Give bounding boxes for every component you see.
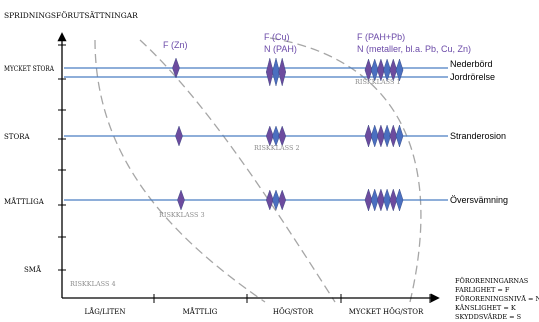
label-stranderosion: Stranderosion: [450, 131, 506, 141]
legend-line-1: FÖRORENINGARNAS: [455, 276, 528, 285]
diamond-marker-metaller-stranderosion: [364, 124, 373, 148]
y-label-stora: STORA: [4, 133, 30, 141]
label-jordrorelse: Jordrörelse: [450, 72, 495, 82]
x-axis-labels: LÅG/LITEN MÅTTLIG HÖG/STOR MYCKET HÖG/ST…: [85, 307, 424, 316]
x-label-mycket-hog: MYCKET HÖG/STOR: [349, 307, 424, 316]
riskklass-4-label: RISKKLASS 4: [70, 280, 116, 288]
legend-line-4: KÄNSLIGHET = K: [455, 303, 516, 312]
legend: FÖRORENINGARNAS FARLIGHET = F FÖRORENING…: [455, 276, 539, 321]
diamond-marker-metaller-oversvamning: [377, 188, 385, 212]
diamond-marker-metaller-oversvamning: [364, 188, 373, 212]
boundary-riskklass-2-3: [139, 39, 336, 303]
y-label-sma: SMÅ: [24, 265, 42, 274]
diamond-marker-cu-pah-stranderosion: [272, 125, 280, 147]
diamond-marker-cu-pah-stranderosion: [265, 125, 274, 147]
header-f-zn: F (Zn): [163, 40, 188, 50]
label-nederbord: Nederbörd: [450, 59, 493, 69]
diamond-marker-cu-pah-nederbord: [265, 57, 274, 87]
label-oversvamning: Översvämning: [450, 195, 508, 205]
diamond-marker-metaller-stranderosion: [383, 124, 391, 148]
diamond-marker-metaller-nederbord: [395, 58, 404, 82]
y-ticks: [58, 44, 66, 271]
diamond-marker-cu-pah-nederbord: [278, 57, 287, 87]
diamond-marker-metaller-nederbord: [370, 58, 379, 82]
y-label-mattliga: MÅTTLIGA: [4, 197, 45, 206]
legend-line-3: FÖRORENINGSNIVÅ = N: [455, 294, 539, 303]
boundary-riskklass-3-4: [94, 39, 266, 303]
header-n-metaller: N (metaller, bl.a. Pb, Cu, Zn): [357, 44, 471, 54]
diamond-marker-metaller-nederbord: [383, 58, 391, 82]
diamond-marker-metaller-nederbord: [364, 58, 373, 82]
risk-class-labels: RISKKLASS 1 RISKKLASS 2 RISKKLASS 3 RISK…: [70, 78, 401, 288]
y-label-mycket: MYCKET STORA: [4, 65, 55, 73]
diamond-marker-cu-pah-oversvamning: [265, 189, 274, 211]
diamond-marker-metaller-nederbord: [377, 58, 385, 82]
diamond-marker-metaller-oversvamning: [383, 188, 391, 212]
legend-line-5: SKYDDSVÄRDE = S: [455, 312, 521, 321]
x-label-mattlig: MÅTTLIG: [183, 307, 218, 316]
diamond-marker-metaller-stranderosion: [370, 124, 379, 148]
risk-class-boundaries: [94, 37, 422, 303]
header-f-cu: F (Cu): [264, 32, 290, 42]
axes: [57, 32, 440, 303]
diamond-markers: [172, 57, 404, 212]
diamond-marker-metaller-stranderosion: [377, 124, 385, 148]
diamond-marker-metaller-stranderosion: [395, 124, 404, 148]
diamond-marker-zn-oversvamning: [177, 189, 185, 211]
diamond-marker-metaller-stranderosion: [389, 124, 398, 148]
x-label-hog: HÖG/STOR: [273, 307, 314, 316]
diamond-marker-metaller-oversvamning: [395, 188, 404, 212]
riskklass-1-label: RISKKLASS 1: [355, 78, 401, 86]
diamond-marker-cu-pah-nederbord: [272, 57, 280, 87]
diamond-marker-cu-pah-oversvamning: [272, 189, 280, 211]
line-labels: Nederbörd Jordrörelse Stranderosion Över…: [450, 59, 508, 205]
column-headers: F (Zn) F (Cu) N (PAH) F (PAH+Pb) N (meta…: [163, 32, 471, 54]
diamond-marker-cu-pah-stranderosion: [278, 125, 287, 147]
diagram-title: SPRIDNINGSFÖRUTSÄTTNINGAR: [4, 11, 138, 20]
boundary-riskklass-1-2: [269, 37, 422, 303]
diamond-marker-metaller-oversvamning: [389, 188, 398, 212]
x-label-lag: LÅG/LITEN: [85, 307, 126, 316]
legend-line-2: FARLIGHET = F: [455, 286, 510, 294]
y-axis-labels: MYCKET STORA STORA MÅTTLIGA SMÅ: [4, 65, 55, 274]
diamond-marker-zn-nederbord: [172, 57, 180, 79]
riskklass-2-label: RISKKLASS 2: [254, 144, 300, 152]
diamond-marker-metaller-oversvamning: [370, 188, 379, 212]
diamond-marker-cu-pah-oversvamning: [278, 189, 287, 211]
riskklass-3-label: RISKKLASS 3: [159, 211, 205, 219]
x-ticks: [153, 294, 431, 303]
diamond-marker-zn-stranderosion: [175, 125, 183, 147]
header-n-pah: N (PAH): [264, 44, 297, 54]
diamond-marker-metaller-nederbord: [389, 58, 398, 82]
header-f-pah-pb: F (PAH+Pb): [357, 32, 405, 42]
